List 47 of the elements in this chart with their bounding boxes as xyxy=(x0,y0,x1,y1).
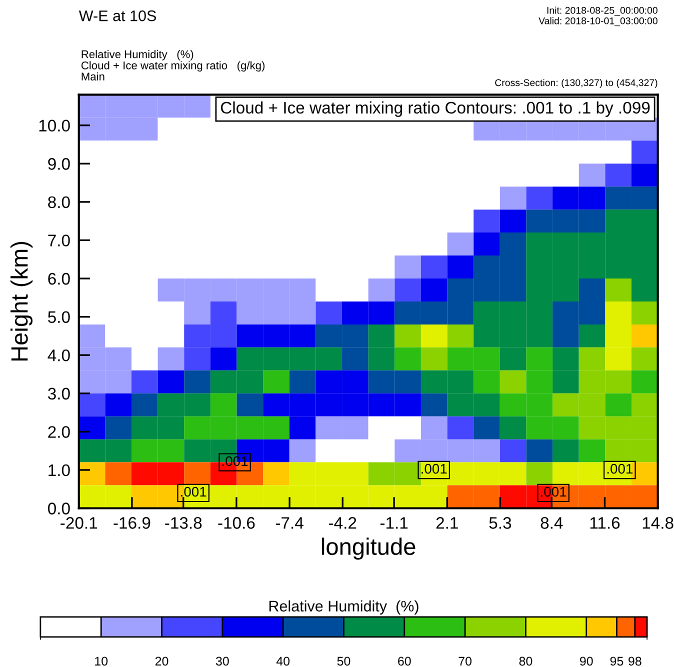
color-bar-label: 98 xyxy=(628,656,642,666)
y-tick-label: 10.0 xyxy=(39,120,70,132)
annotation: Cloud + Ice water mixing ratio Contours: .001 to .1 by .099 xyxy=(220,101,650,117)
annotation: .001 xyxy=(422,464,447,474)
y-tick-label: 1.0 xyxy=(48,464,70,476)
y-tick-label: 6.0 xyxy=(48,272,70,285)
x-tick-label: -1.1 xyxy=(380,517,408,529)
y-tick-label: 2.0 xyxy=(48,426,70,438)
x-tick-label: -13.8 xyxy=(165,517,202,529)
color-bar-label: 60 xyxy=(398,656,411,666)
color-bar-label: 30 xyxy=(216,656,229,666)
x-tick-label: 8.4 xyxy=(540,517,563,529)
y-tick-label: 0.0 xyxy=(48,502,70,514)
x-axis-title: longitude xyxy=(322,538,416,560)
color-bar-label: 95 xyxy=(610,656,624,666)
y-axis-title: Height (km) xyxy=(10,242,33,361)
color-bar-label: 50 xyxy=(337,656,350,666)
y-tick-label: 5.0 xyxy=(48,311,70,324)
text: Cross-Section: (130,327) to (454,327) xyxy=(495,78,658,88)
annotation: .001 xyxy=(222,456,248,466)
color-bar-label: 90 xyxy=(580,656,593,666)
text: Init: 2018-08-25_00:00:00 Valid: 2018-10-01_03:00:00 xyxy=(538,6,658,26)
y-tick-label: 9.0 xyxy=(48,158,70,170)
x-tick-label: 14.8 xyxy=(642,517,674,529)
chart-subtitle: Relative Humidity (%) Cloud + Ice water mixing ratio (g/kg) Main xyxy=(81,50,265,81)
y-tick-label: 7.0 xyxy=(48,234,70,246)
y-tick-label: 3.0 xyxy=(48,388,70,400)
x-tick-label: -7.4 xyxy=(276,517,304,529)
y-tick-label: 4.0 xyxy=(48,349,70,362)
x-tick-label: -10.6 xyxy=(218,517,255,529)
x-tick-label: -16.9 xyxy=(114,517,150,529)
annotation: .001 xyxy=(181,486,206,497)
x-tick-label: -20.1 xyxy=(60,517,98,529)
color-bar-label: 70 xyxy=(458,656,472,666)
x-tick-label: 5.3 xyxy=(489,517,512,529)
x-tick-label: -4.2 xyxy=(329,517,356,529)
annotation: .001 xyxy=(607,464,633,474)
color-bar-title: Relative Humidity (%) xyxy=(269,600,418,615)
color-bar-label: 40 xyxy=(276,656,290,666)
color-bar-label: 10 xyxy=(95,656,108,666)
x-tick-label: 11.6 xyxy=(590,517,620,529)
y-tick-label: 8.0 xyxy=(48,196,70,208)
color-bar-label: 20 xyxy=(155,656,168,666)
chart-title: W-E at 10S xyxy=(78,10,156,22)
x-tick-label: 2.1 xyxy=(436,517,458,529)
color-bar-label: 80 xyxy=(519,656,532,666)
annotation: .001 xyxy=(541,486,566,497)
